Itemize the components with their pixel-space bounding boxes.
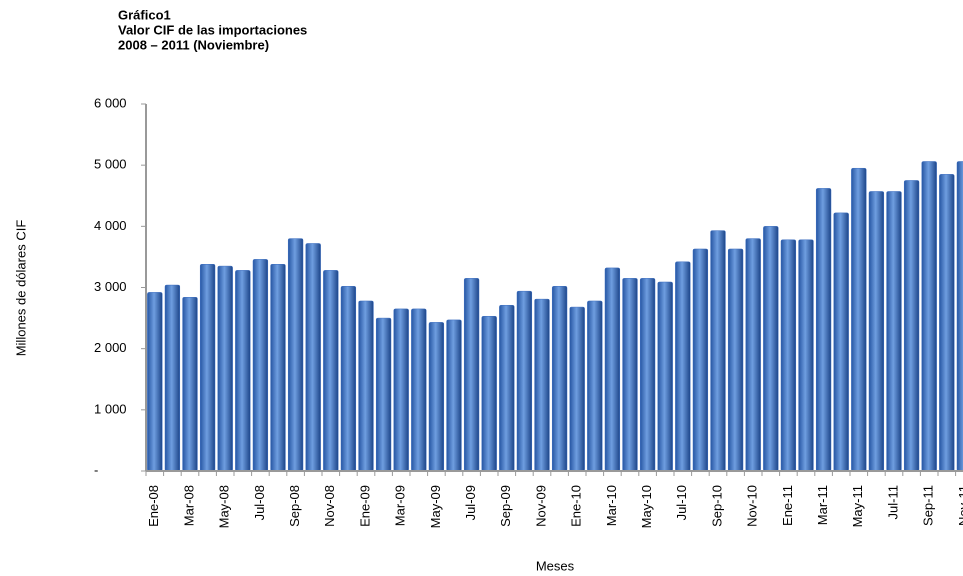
bar bbox=[147, 292, 163, 472]
x-tick-label: Jul-10 bbox=[674, 485, 689, 520]
x-tick-label: Jul-09 bbox=[463, 485, 478, 520]
x-tick-label: Mar-10 bbox=[604, 485, 619, 526]
x-tick-label: Sep-09 bbox=[498, 485, 513, 527]
x-tick-label: Ene-10 bbox=[569, 485, 584, 527]
y-tick-label: 6 000 bbox=[94, 95, 127, 110]
y-tick-label: - bbox=[94, 462, 98, 477]
bar bbox=[868, 191, 885, 472]
bar bbox=[657, 281, 673, 472]
y-tick-label: 1 000 bbox=[94, 401, 127, 416]
bar bbox=[499, 304, 515, 472]
bar bbox=[833, 212, 849, 472]
x-tick-label: Ene-08 bbox=[146, 485, 161, 527]
x-tick-label: Nov-11 bbox=[956, 485, 963, 526]
y-tick-label: 2 000 bbox=[94, 340, 127, 355]
bar bbox=[446, 319, 462, 472]
x-tick-label: Nov-09 bbox=[533, 485, 548, 527]
bar bbox=[270, 264, 286, 472]
bar bbox=[481, 315, 497, 472]
x-tick-label: Sep-08 bbox=[287, 485, 302, 527]
bar bbox=[569, 306, 585, 472]
bar bbox=[287, 238, 304, 472]
x-tick-label: Nov-10 bbox=[745, 485, 760, 527]
x-tick-label: Nov-08 bbox=[322, 485, 337, 527]
bar bbox=[798, 239, 814, 472]
bar bbox=[763, 226, 779, 472]
bar bbox=[604, 267, 621, 472]
x-tick-label: Mar-08 bbox=[181, 485, 196, 526]
x-tick-label: Sep-10 bbox=[709, 485, 724, 527]
bar bbox=[587, 300, 603, 472]
bar bbox=[305, 243, 321, 472]
bar bbox=[675, 261, 691, 472]
x-tick-label: May-10 bbox=[639, 485, 654, 528]
x-tick-label: Ene-09 bbox=[357, 485, 372, 527]
x-tick-label: Sep-11 bbox=[921, 485, 936, 526]
bar bbox=[745, 238, 761, 472]
bar bbox=[903, 180, 920, 472]
bar bbox=[815, 188, 832, 472]
x-tick-label: Mar-09 bbox=[393, 485, 408, 526]
chart-title: Gráfico1 bbox=[118, 7, 171, 22]
bar bbox=[340, 286, 357, 472]
bar bbox=[235, 270, 251, 472]
bar bbox=[375, 317, 392, 472]
bar bbox=[534, 298, 550, 472]
bar bbox=[463, 278, 480, 472]
bar bbox=[217, 265, 233, 472]
bar bbox=[956, 161, 963, 472]
bar bbox=[516, 290, 533, 472]
bar bbox=[921, 161, 937, 472]
bar bbox=[939, 174, 955, 472]
bar bbox=[199, 264, 216, 472]
bar bbox=[182, 297, 198, 472]
bar bbox=[551, 286, 568, 472]
x-tick-label: Ene-11 bbox=[780, 485, 795, 526]
bar bbox=[252, 259, 269, 472]
bar bbox=[886, 191, 902, 472]
chart-title: 2008 – 2011 (Noviembre) bbox=[118, 37, 269, 52]
bar bbox=[622, 278, 638, 472]
y-axis-label: Millones de dólares CIF bbox=[13, 220, 28, 357]
bar bbox=[692, 248, 709, 472]
y-tick-label: 4 000 bbox=[94, 218, 127, 233]
y-tick-label: 5 000 bbox=[94, 157, 127, 172]
bar bbox=[393, 308, 409, 472]
bar bbox=[851, 167, 867, 472]
x-tick-label: Jul-08 bbox=[252, 485, 267, 520]
chart-title: Valor CIF de las importaciones bbox=[118, 22, 307, 37]
bar bbox=[710, 230, 726, 472]
x-tick-label: May-11 bbox=[850, 485, 865, 527]
bar bbox=[727, 248, 744, 472]
bar bbox=[428, 322, 445, 472]
x-tick-label: Jul-11 bbox=[885, 485, 900, 519]
bar bbox=[411, 308, 427, 472]
x-tick-label: Mar-11 bbox=[815, 485, 830, 525]
x-tick-label: May-08 bbox=[217, 485, 232, 528]
bar bbox=[639, 278, 656, 472]
bar bbox=[323, 270, 339, 472]
x-tick-label: May-09 bbox=[428, 485, 443, 528]
bar bbox=[164, 284, 181, 472]
bar bbox=[358, 300, 374, 472]
bar bbox=[780, 239, 797, 472]
x-axis-label: Meses bbox=[536, 558, 575, 573]
y-tick-label: 3 000 bbox=[94, 279, 127, 294]
